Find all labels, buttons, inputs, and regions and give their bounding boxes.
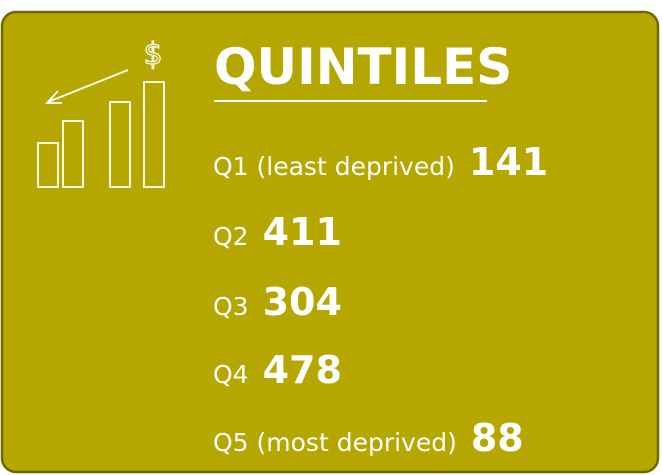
icon-bar	[109, 101, 131, 188]
row-label: Q4	[213, 360, 249, 389]
row: Q5 (most deprived) 88	[213, 416, 524, 460]
icon-symbol: $	[143, 37, 162, 72]
icon	[37, 69, 165, 188]
icon-bar	[37, 142, 59, 188]
icon-bar	[62, 120, 84, 188]
row-value: 478	[263, 348, 342, 392]
row: Q4 478	[213, 348, 342, 392]
row: Q1 (least deprived) 141	[213, 140, 548, 184]
row-value: 304	[263, 280, 342, 324]
row-label: Q5 (most deprived)	[213, 428, 457, 457]
icon-arrow	[47, 69, 129, 103]
title: QUINTILES	[214, 38, 512, 96]
icon-arrowhead	[44, 90, 62, 104]
row-label: Q2	[213, 222, 249, 251]
row-value: 88	[471, 416, 524, 460]
row-label: Q3	[213, 292, 249, 321]
row-label: Q1 (least deprived)	[213, 152, 455, 181]
row-value: 141	[469, 140, 548, 184]
row: Q3 304	[213, 280, 342, 324]
rows: Q1 (least deprived) 141 Q2 411 Q3 304 Q4 478 Q5 …	[213, 140, 548, 460]
icon-bar	[143, 81, 165, 188]
row-value: 411	[263, 210, 342, 254]
card-background	[0, 10, 660, 474]
row: Q2 411	[213, 210, 342, 254]
